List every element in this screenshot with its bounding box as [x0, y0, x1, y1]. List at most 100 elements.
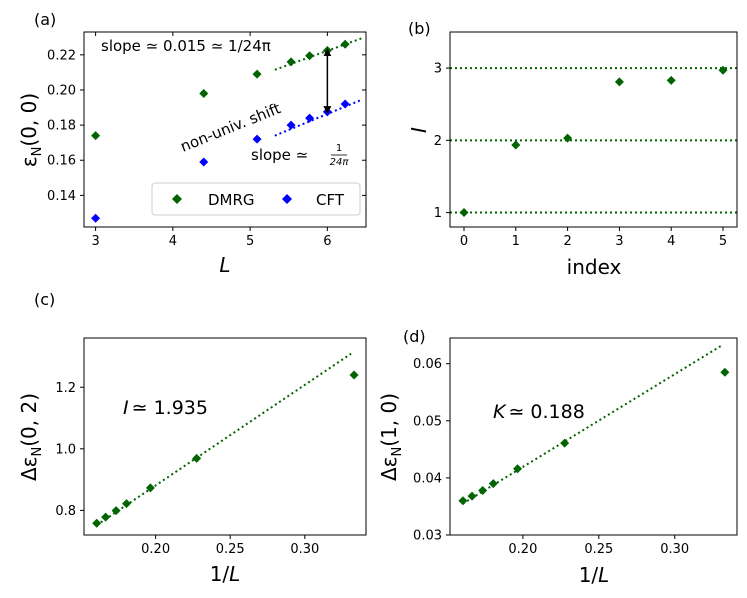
- panel-a-fit-line: [274, 98, 363, 137]
- panel-c-ytick-label: 0.8: [55, 504, 76, 519]
- panel-d-annotation: K ≃ 0.188: [493, 401, 585, 423]
- panel-a-point-cft: [199, 157, 209, 167]
- panel-a-point-cft: [252, 134, 262, 144]
- panel-c-point-dmrg: [122, 499, 132, 509]
- panel-b-point-dmrg: [614, 77, 624, 87]
- panel-d-ytick-label: 0.04: [413, 471, 442, 486]
- panel-c-xtick-label: 0.25: [216, 542, 245, 557]
- panel-d-point-dmrg: [720, 367, 730, 377]
- panel-c-annotation: I ≃ 1.935: [123, 397, 208, 419]
- panel-a-point-dmrg: [199, 88, 209, 98]
- panel-c-frame: [83, 337, 367, 536]
- panel-b-point-dmrg: [563, 133, 573, 143]
- panel-b-plot-area: [450, 65, 737, 218]
- legend-label-dmrg: DMRG: [208, 191, 255, 209]
- panel-b-point-dmrg: [459, 208, 469, 218]
- panel-d-ylabel: ΔεN(1, 0): [377, 393, 405, 481]
- panel-a-xtick-label: 6: [323, 234, 331, 249]
- panel-a-point-dmrg: [305, 51, 315, 61]
- panel-b-point-dmrg: [718, 65, 728, 75]
- legend: DMRG CFT: [151, 182, 361, 216]
- panel-b-ytick-label: 3: [434, 62, 442, 77]
- panel-b-ylabel: I: [407, 127, 431, 133]
- panel-c-ytick-label: 1.2: [55, 381, 76, 396]
- panel-b-ytick-label: 2: [434, 134, 442, 149]
- legend-box: [151, 182, 361, 216]
- panel-a-plot-area: [91, 37, 363, 223]
- panel-a-ytick-label: 0.22: [47, 48, 76, 63]
- panel-a-point-dmrg: [91, 131, 101, 141]
- panel-c-point-dmrg: [145, 483, 155, 493]
- panel-d-ytick-label: 0.06: [413, 357, 442, 372]
- panel-a-point-cft: [305, 113, 315, 123]
- panel-c-plot-area: [92, 352, 359, 528]
- panel-a-ylabel: εN(0, 0): [17, 93, 45, 167]
- panel-d-xtick-label: 0.25: [584, 542, 613, 557]
- panel-a-xtick-label: 5: [246, 234, 254, 249]
- panel-c-point-dmrg: [92, 518, 102, 528]
- panel-a-point-dmrg: [252, 69, 262, 79]
- panel-b-xtick-label: 1: [512, 234, 520, 249]
- panel-b-xtick-label: 0: [460, 234, 468, 249]
- panel-label-a: (a): [34, 10, 56, 29]
- panel-d-fit-line: [462, 344, 723, 505]
- panel-d-plot-area: [458, 344, 730, 506]
- slope-top-annotation: slope ≃ 0.015 ≃ 1/24π: [101, 37, 271, 55]
- panel-b-ytick-label: 1: [434, 206, 442, 221]
- panel-d-ytick-label: 0.03: [413, 529, 442, 544]
- panel-c-xlabel: 1/L: [210, 562, 241, 586]
- panel-d-point-dmrg: [488, 479, 498, 489]
- slope-bottom-annotation: slope ≃: [251, 146, 308, 164]
- panel-c-ticks: 0.20 0.25 0.30 0.8 1.0 1.2: [55, 381, 319, 557]
- panel-c-ylabel: ΔεN(0, 2): [17, 393, 45, 481]
- panel-label-c: (c): [34, 290, 55, 309]
- panel-b: 0 1 2 3 4 5 1 2 3 index I: [407, 31, 738, 279]
- panel-b-frame: [449, 31, 738, 228]
- panel-b-xtick-label: 5: [719, 234, 727, 249]
- panel-d-point-dmrg: [467, 491, 477, 501]
- panel-a-ticks: 3 4 5 6 0.14 0.16 0.18 0.20 0.22: [47, 32, 366, 249]
- panel-c-xtick-label: 0.20: [141, 542, 170, 557]
- legend-label-cft: CFT: [316, 191, 345, 209]
- panel-c-fit-line: [96, 352, 352, 526]
- panel-a-point-dmrg: [340, 39, 350, 49]
- panel-b-xtick-label: 4: [667, 234, 675, 249]
- panel-b-xlabel: index: [567, 255, 622, 279]
- panel-a-ytick-label: 0.20: [47, 83, 76, 98]
- panel-b-point-dmrg: [666, 75, 676, 85]
- panel-c-xtick-label: 0.30: [290, 542, 319, 557]
- panel-label-d: (d): [403, 327, 426, 346]
- panel-a-fit-line: [274, 37, 363, 71]
- panel-b-xtick-label: 3: [615, 234, 623, 249]
- panel-d-ytick-label: 0.05: [413, 414, 442, 429]
- legend-marker-dmrg: [172, 194, 182, 204]
- panel-a: 3 4 5 6 0.14 0.16 0.18 0.20 0.22 L εN(0, 0) slop…: [17, 31, 367, 277]
- panel-a-ytick-label: 0.16: [47, 154, 76, 169]
- panel-a-ytick-label: 0.18: [47, 119, 76, 134]
- panel-a-point-cft: [91, 213, 101, 223]
- panel-c: 0.20 0.25 0.30 0.8 1.0 1.2 1/L ΔεN(0, 2) I ≃ 1…: [17, 337, 367, 586]
- panel-d: 0.20 0.25 0.30 0.03 0.04 0.05 0.06 1/L ΔεN(1, …: [377, 337, 738, 587]
- panel-a-xlabel: L: [219, 253, 230, 277]
- panel-b-xtick-label: 2: [563, 234, 571, 249]
- panel-c-ytick-label: 1.0: [55, 442, 76, 457]
- panel-d-ticks: 0.20 0.25 0.30 0.03 0.04 0.05 0.06: [413, 357, 689, 557]
- panel-a-xtick-label: 3: [91, 234, 99, 249]
- panel-a-point-cft: [340, 99, 350, 109]
- panel-d-point-dmrg: [560, 438, 570, 448]
- slope-fraction-numerator: 1: [336, 143, 342, 154]
- panel-d-xlabel: 1/L: [579, 563, 610, 587]
- panel-label-b: (b): [408, 19, 431, 38]
- panel-c-point-dmrg: [192, 453, 202, 463]
- slope-fraction-denominator: 24π: [330, 157, 350, 168]
- legend-marker-cft: [282, 194, 292, 204]
- panel-d-xtick-label: 0.30: [660, 542, 689, 557]
- panel-a-point-dmrg: [286, 57, 296, 67]
- panel-d-point-dmrg: [478, 485, 488, 495]
- panel-c-point-dmrg: [101, 512, 111, 522]
- panel-d-frame: [449, 337, 738, 536]
- panel-d-point-dmrg: [458, 496, 468, 506]
- panel-c-point-dmrg: [111, 506, 121, 516]
- panel-a-ytick-label: 0.14: [47, 189, 76, 204]
